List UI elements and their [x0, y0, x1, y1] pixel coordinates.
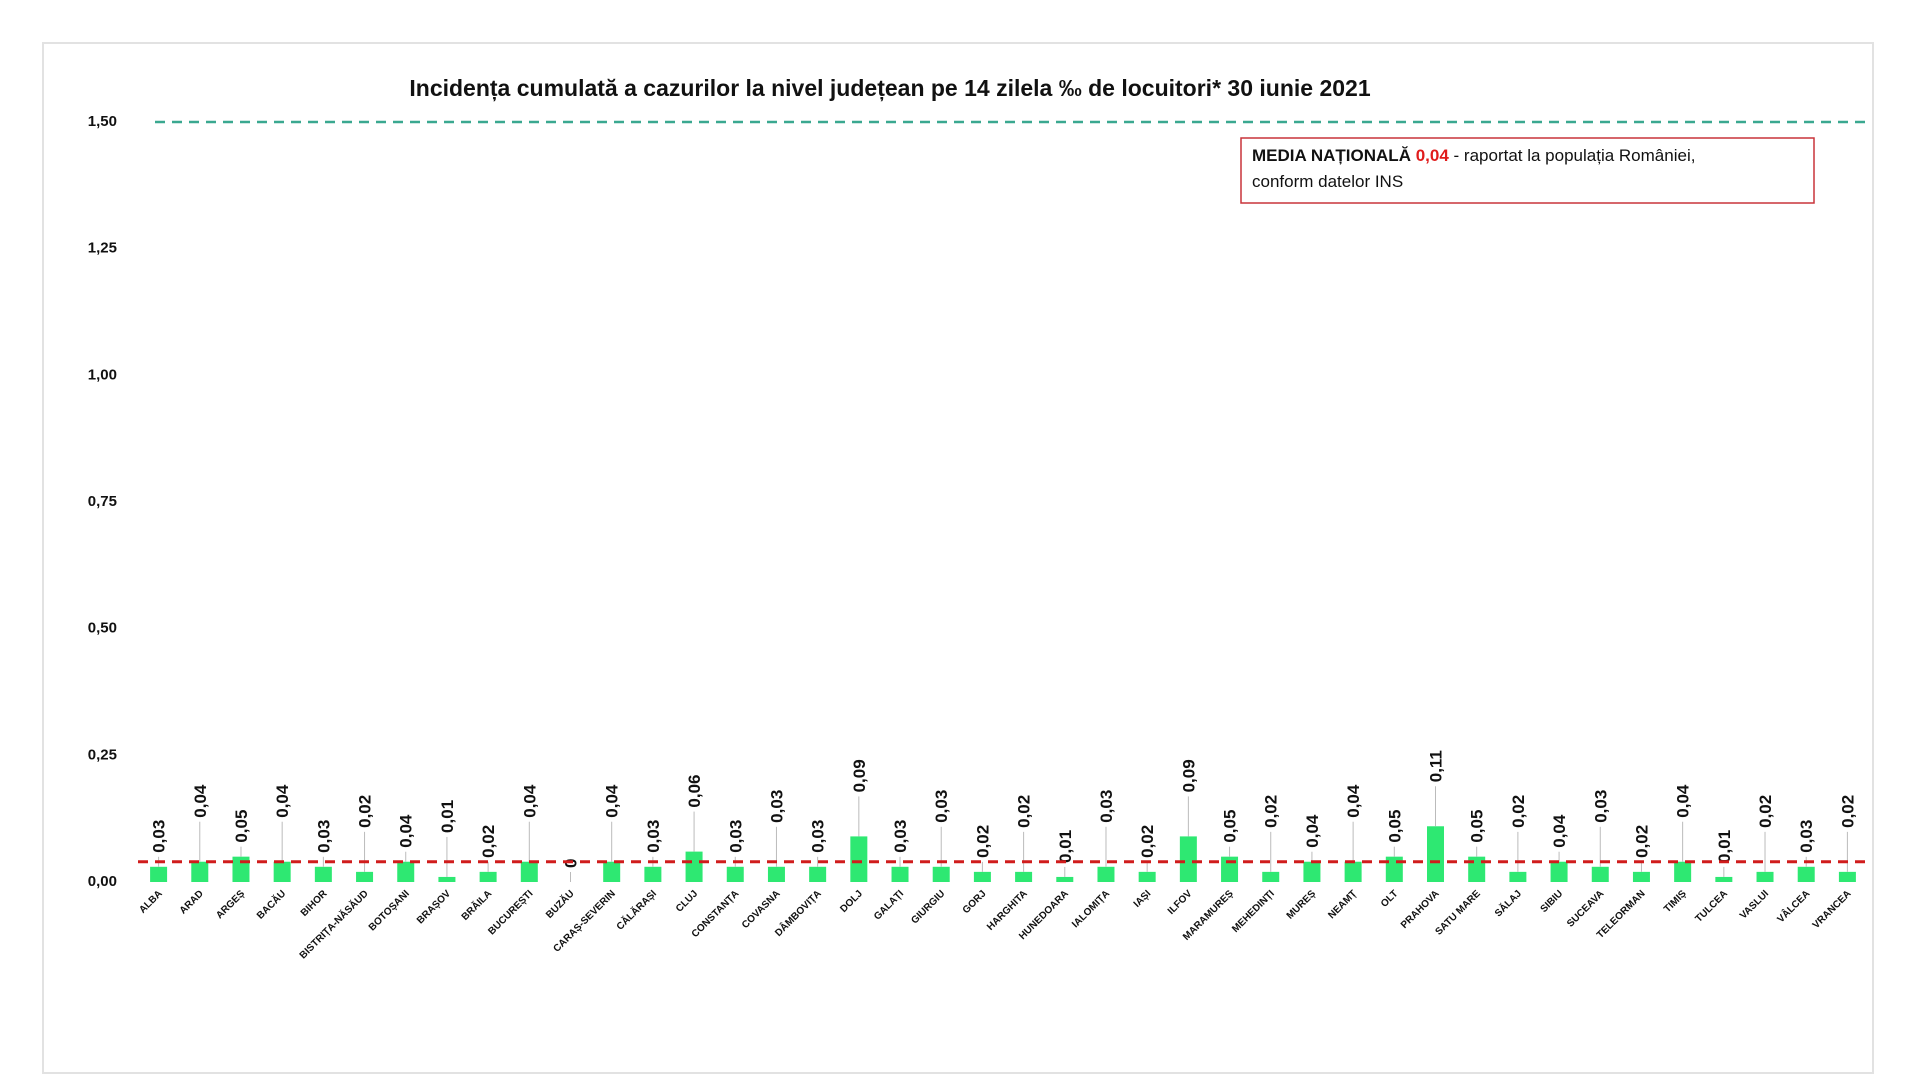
bar: [685, 851, 703, 882]
bar: [809, 866, 827, 882]
bar: [273, 861, 291, 882]
bar: [603, 861, 621, 882]
value-label: 0,09: [850, 759, 869, 792]
y-tick-label: 1,25: [88, 240, 117, 257]
bar: [850, 836, 868, 882]
value-label: 0,03: [1591, 790, 1610, 823]
bar: [1591, 866, 1609, 882]
value-label: 0,02: [479, 825, 498, 858]
chart-title: Incidența cumulată a cazurilor la nivel …: [409, 75, 1370, 102]
value-label: 0,03: [1097, 790, 1116, 823]
bar: [1427, 826, 1444, 882]
value-label: 0,09: [1179, 759, 1198, 792]
annotation-text: conform datelor INS: [1252, 172, 1403, 191]
value-label: 0,04: [1550, 814, 1569, 848]
value-label: 0,01: [438, 800, 457, 833]
bar: [1056, 876, 1074, 882]
value-label: 0,03: [726, 820, 745, 853]
value-label: 0,05: [232, 810, 251, 843]
value-label: 0,03: [809, 820, 828, 853]
annotation-text: - raportat la populația României,: [1454, 146, 1696, 165]
annotation-box: [1240, 137, 1815, 204]
bar: [1097, 866, 1115, 882]
value-label: 0,06: [685, 775, 704, 808]
bar: [891, 866, 909, 882]
y-tick-label: 1,50: [88, 113, 117, 130]
bar: [1797, 866, 1815, 882]
value-label: 0,03: [767, 790, 786, 823]
value-label: 0,02: [1838, 795, 1857, 828]
bar: [1262, 871, 1280, 882]
value-label: 0,02: [356, 795, 375, 828]
bar: [150, 866, 168, 882]
value-label: 0,04: [603, 784, 622, 818]
y-tick-label: 0,00: [88, 873, 117, 890]
value-label: 0,02: [1756, 795, 1775, 828]
y-tick-label: 0,75: [88, 493, 117, 510]
bar: [1179, 836, 1197, 882]
value-label: 0,11: [1427, 750, 1446, 782]
y-tick-label: 0,50: [88, 620, 117, 637]
bar: [1715, 876, 1733, 882]
value-label: 0,01: [1056, 830, 1075, 863]
bar: [1756, 871, 1774, 882]
bar: [1674, 861, 1692, 882]
bar: [1632, 871, 1650, 882]
value-label: 0,02: [1632, 825, 1651, 858]
bar: [520, 861, 538, 882]
bar: [1015, 871, 1033, 882]
bar: [726, 866, 744, 882]
value-label: 0,04: [191, 784, 210, 818]
annotation: MEDIA NAȚIONALĂ 0,04 - raportat la popul…: [1252, 146, 1695, 165]
value-label: 0,02: [1509, 795, 1528, 828]
value-label: 0,03: [150, 820, 169, 853]
value-label: 0,05: [1468, 810, 1487, 843]
bar: [1303, 861, 1321, 882]
bar: [1550, 861, 1568, 882]
value-label: 0,02: [973, 825, 992, 858]
value-label: 0,04: [520, 784, 539, 818]
value-label: 0,03: [1797, 820, 1816, 853]
value-label: 0,03: [932, 790, 951, 823]
value-label: 0,05: [1385, 810, 1404, 843]
value-label: 0,02: [1015, 795, 1034, 828]
annotation-value: 0,04: [1416, 146, 1450, 165]
bar: [438, 876, 456, 882]
bar: [191, 861, 209, 882]
value-label: 0,03: [644, 820, 663, 853]
value-label: 0,04: [1674, 784, 1693, 818]
value-label: 0,04: [273, 784, 292, 818]
bar: [932, 866, 950, 882]
bar: [397, 861, 415, 882]
bar: [479, 871, 497, 882]
bar: [1344, 861, 1362, 882]
value-label: 0,02: [1262, 795, 1281, 828]
value-label: 0,03: [891, 820, 910, 853]
bar: [356, 871, 374, 882]
value-label: 0,01: [1715, 830, 1734, 863]
value-label: 0,05: [1221, 810, 1240, 843]
y-tick-label: 0,25: [88, 746, 117, 763]
chart-frame: [42, 42, 1874, 1074]
annotation-title: MEDIA NAȚIONALĂ: [1252, 146, 1411, 165]
value-label: 0,03: [314, 820, 333, 853]
bar: [767, 866, 785, 882]
value-label: 0,04: [1303, 814, 1322, 848]
bar: [644, 866, 662, 882]
bar: [973, 871, 991, 882]
value-label: 0,02: [1138, 825, 1157, 858]
value-label: 0,04: [397, 814, 416, 848]
value-label: 0: [562, 859, 581, 868]
bar: [1138, 871, 1156, 882]
bar: [314, 866, 332, 882]
value-label: 0,04: [1344, 784, 1363, 818]
bar: [1838, 871, 1856, 882]
bar: [1509, 871, 1527, 882]
y-tick-label: 1,00: [88, 366, 117, 383]
